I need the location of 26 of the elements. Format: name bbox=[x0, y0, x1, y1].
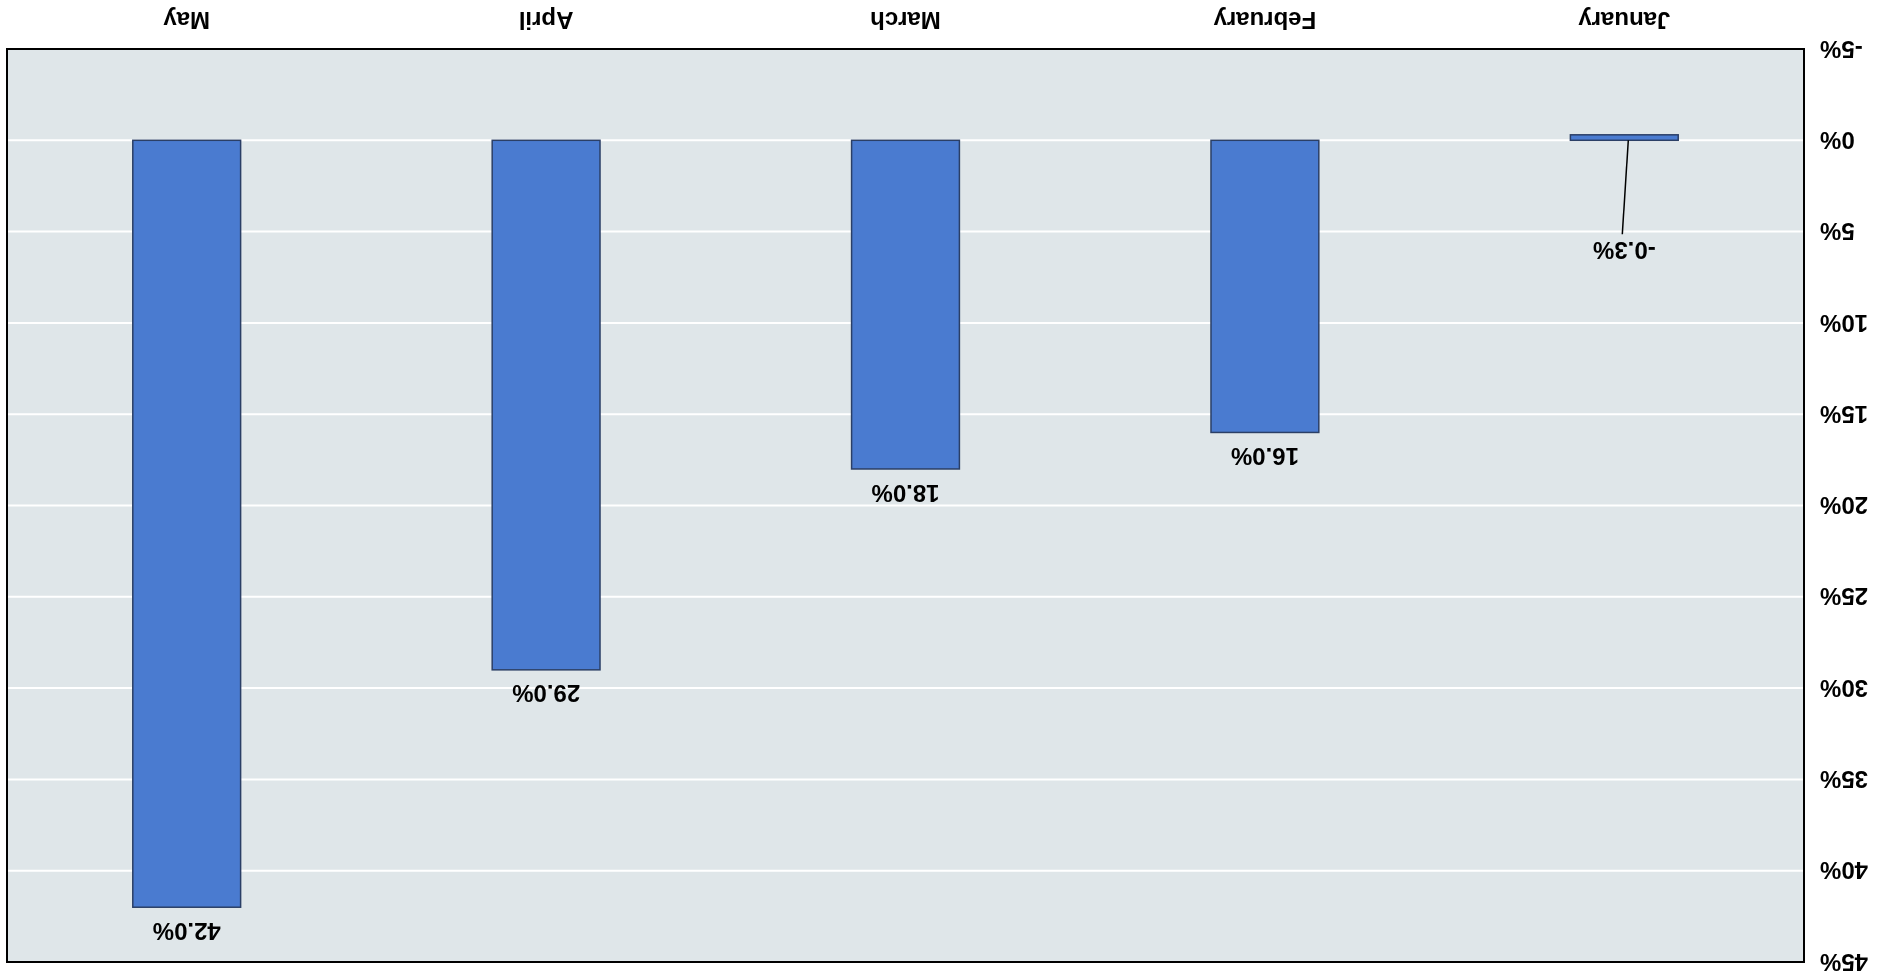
y-tick-label: 20% bbox=[1820, 492, 1869, 520]
bar bbox=[1210, 139, 1320, 434]
y-tick-label: 40% bbox=[1820, 857, 1869, 885]
y-tick-label: 0% bbox=[1820, 126, 1855, 154]
bar bbox=[491, 139, 601, 671]
x-tick-label: May bbox=[162, 6, 211, 34]
bar bbox=[132, 139, 242, 908]
bar bbox=[1569, 134, 1679, 142]
x-tick-label: April bbox=[518, 6, 574, 34]
y-tick-label: 30% bbox=[1820, 674, 1869, 702]
y-tick-label: 35% bbox=[1820, 766, 1869, 793]
y-tick-label: 45% bbox=[1820, 948, 1869, 976]
y-tick-label: 25% bbox=[1820, 583, 1869, 611]
data-label: 29.0% bbox=[512, 680, 581, 708]
x-tick-label: March bbox=[870, 6, 941, 34]
x-tick-label: January bbox=[1577, 6, 1671, 34]
data-label: 42.0% bbox=[152, 917, 221, 945]
x-tick-label: February bbox=[1212, 6, 1317, 34]
y-tick-label: 5% bbox=[1820, 218, 1855, 246]
data-label: 16.0% bbox=[1230, 443, 1299, 471]
y-tick-label: 15% bbox=[1820, 400, 1869, 428]
data-label: 18.0% bbox=[871, 479, 940, 507]
data-label: -0.3% bbox=[1592, 236, 1656, 264]
y-tick-label: -5% bbox=[1820, 35, 1863, 63]
y-tick-label: 10% bbox=[1820, 309, 1869, 337]
bar bbox=[850, 139, 961, 470]
